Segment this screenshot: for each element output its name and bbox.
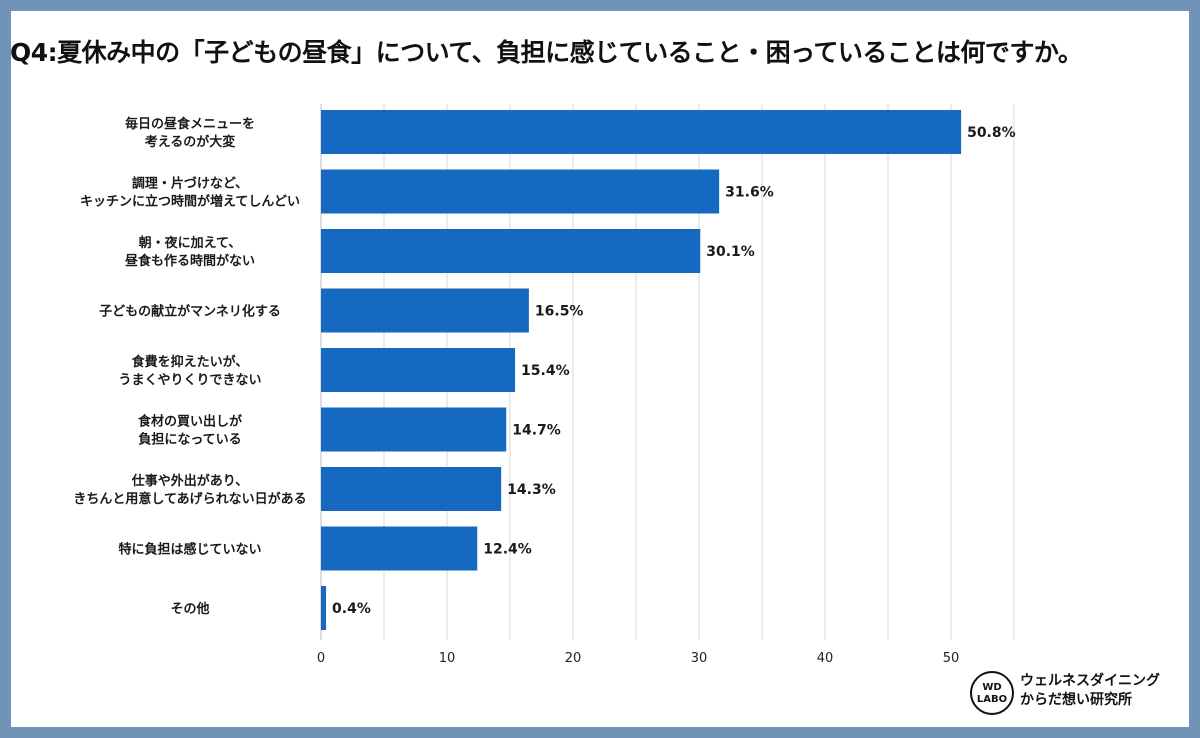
x-axis-ticks: 0 10 20 30 40 50: [317, 651, 959, 666]
value-label: 14.7%: [512, 423, 561, 439]
category-label: 朝・夜に加えて、: [139, 235, 242, 251]
x-tick-label: 40: [817, 651, 834, 666]
brand-line2: からだ想い研究所: [1020, 692, 1132, 708]
x-tick-label: 0: [317, 651, 325, 666]
bar: [321, 229, 701, 273]
bar: [321, 467, 502, 511]
value-label: 50.8%: [967, 125, 1016, 141]
value-label: 14.3%: [507, 482, 556, 498]
brand-name: ウェルネスダイニング からだ想い研究所: [1020, 672, 1160, 710]
value-label: 12.4%: [483, 542, 532, 558]
category-label: 子どもの献立がマンネリ化する: [99, 304, 281, 320]
bar: [321, 526, 478, 571]
category-label: 仕事や外出があり、: [131, 473, 248, 489]
category-label: 考えるのが大変: [145, 134, 236, 150]
bar: [321, 586, 327, 630]
x-tick-label: 30: [691, 651, 708, 666]
category-labels: 毎日の昼食メニューを考えるのが大変調理・片づけなど、キッチンに立つ時間が増えてし…: [73, 116, 306, 617]
category-label: 食材の買い出しが: [138, 414, 242, 430]
category-label: 食費を抑えたいが、: [132, 354, 249, 370]
bar: [321, 407, 507, 452]
x-tick-label: 20: [565, 651, 582, 666]
bar: [321, 348, 516, 392]
bars: [321, 110, 962, 630]
value-label: 30.1%: [706, 244, 755, 260]
bar: [321, 288, 529, 333]
logo-badge-line2: LABO: [976, 694, 1008, 705]
value-label: 15.4%: [521, 363, 570, 379]
category-label: きちんと用意してあげられない日がある: [73, 491, 306, 507]
bar: [321, 110, 962, 154]
chart-title: Q4:夏休み中の「子どもの昼食」について、負担に感じていること・困っていることは…: [10, 38, 1083, 67]
category-label: 負担になっている: [138, 432, 241, 448]
value-labels: 50.8% 31.6% 30.1% 16.5% 15.4% 14.7% 14.3% 12.4%…: [332, 125, 1016, 617]
category-label: 毎日の昼食メニューを: [125, 116, 255, 132]
x-tick-label: 10: [439, 651, 456, 666]
category-label: 調理・片づけなど、: [132, 176, 248, 192]
value-label: 31.6%: [725, 185, 774, 201]
x-tick-label: 50: [943, 651, 960, 666]
value-label: 0.4%: [332, 601, 371, 617]
category-label: その他: [170, 601, 209, 617]
value-label: 16.5%: [535, 304, 584, 320]
category-label: 昼食も作る時間がない: [125, 253, 255, 269]
logo-badge-line1: WD: [982, 682, 1002, 693]
category-label: キッチンに立つ時間が増えてしんどい: [80, 194, 300, 210]
brand-line1: ウェルネスダイニング: [1020, 673, 1160, 689]
category-label: うまくやりくりできない: [118, 373, 261, 388]
category-label: 特に負担は感じていない: [118, 542, 261, 558]
bar: [321, 169, 720, 214]
wd-labo-logo-badge: WD LABO: [970, 671, 1014, 715]
